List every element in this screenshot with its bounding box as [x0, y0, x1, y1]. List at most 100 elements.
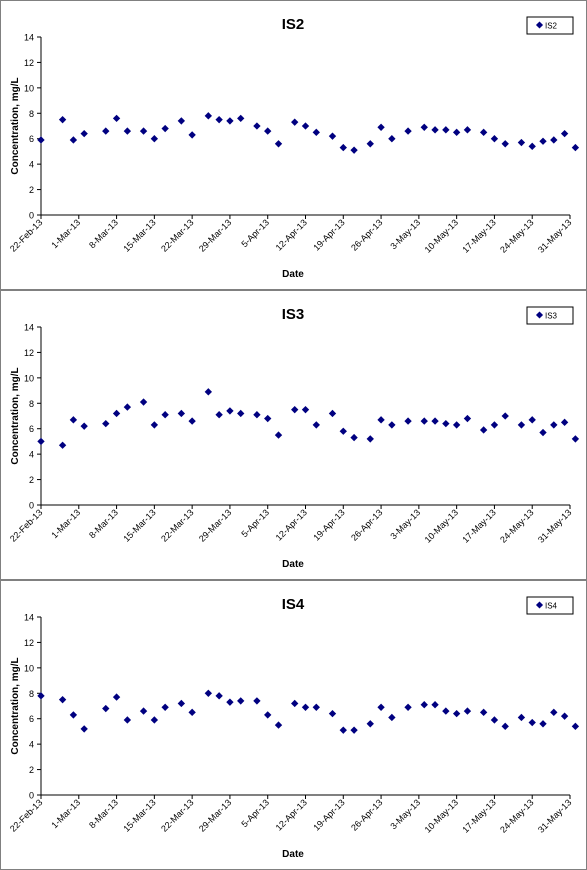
- data-point: [550, 136, 558, 144]
- chart-svg-is4: IS4 IS4 0 2 4 6 8 10 12 14 22-Feb-13 1-Mar-13 8-Mar-…: [8, 596, 580, 860]
- y-tick-label: 12: [24, 348, 34, 358]
- data-point: [139, 707, 148, 715]
- data-point: [161, 124, 169, 133]
- data-point: [177, 117, 186, 125]
- data-point: [312, 421, 320, 429]
- x-tick-label: 5-Apr-13: [239, 797, 271, 829]
- data-point: [463, 126, 472, 134]
- y-tick-label: 0: [29, 501, 34, 511]
- x-tick-label: 19-Apr-13: [311, 507, 346, 542]
- data-point: [58, 695, 67, 704]
- x-tick-label: 1-Mar-13: [49, 797, 82, 830]
- data-point: [452, 128, 461, 137]
- data-point: [420, 123, 428, 131]
- data-point: [479, 128, 488, 137]
- y-tick-label: 4: [29, 450, 34, 460]
- data-point: [112, 114, 121, 123]
- y-tick-label: 2: [29, 185, 34, 195]
- x-axis-label: Date: [282, 269, 304, 280]
- x-tick-label: 5-Apr-13: [239, 217, 271, 249]
- data-point: [58, 441, 67, 449]
- data-point: [377, 416, 385, 424]
- data-point: [442, 419, 450, 428]
- data-point: [442, 126, 450, 134]
- x-tick-label: 1-Mar-13: [49, 507, 82, 540]
- data-point: [571, 435, 580, 443]
- y-tick-label: 6: [29, 424, 34, 434]
- data-point: [161, 411, 169, 419]
- x-tick-label: 15-Mar-13: [121, 797, 157, 833]
- data-point: [560, 712, 569, 720]
- x-tick-label: 19-Apr-13: [311, 217, 346, 252]
- data-point: [479, 426, 488, 434]
- y-tick-label: 14: [24, 323, 34, 333]
- data-point: [431, 417, 439, 425]
- chart-panel-is4: IS4 IS4 0 2 4 6 8 10 12 14 22-Feb-13 1-Mar-13 8-Mar-…: [0, 580, 587, 870]
- data-point: [204, 689, 213, 697]
- data-point: [517, 421, 526, 429]
- x-tick-label: 31-May-13: [536, 217, 573, 254]
- x-tick-label: 5-Apr-13: [239, 507, 271, 539]
- data-point: [463, 414, 472, 423]
- x-tick-label: 24-May-13: [498, 507, 535, 544]
- data-point: [339, 726, 347, 734]
- data-point: [188, 417, 196, 425]
- data-point: [291, 118, 299, 126]
- data-point: [80, 725, 88, 733]
- chart-svg-is2: IS2 IS2 0 2 4 6 8 10 12 14 22-Feb-13 1-Mar-13 8-Mar-…: [8, 16, 580, 280]
- x-tick-label: 26-Apr-13: [349, 507, 384, 542]
- data-point: [350, 726, 358, 734]
- data-point: [388, 135, 396, 143]
- data-point: [490, 716, 499, 724]
- x-tick-label: 17-May-13: [460, 217, 497, 254]
- chart-panel-is2: IS2 IS2 0 2 4 6 8 10 12 14 22-Feb-13 1-Mar-13 8-Mar-…: [0, 0, 587, 290]
- data-point: [490, 421, 499, 429]
- data-point: [404, 703, 412, 711]
- legend-label: IS4: [545, 602, 558, 611]
- y-axis-label: Concentration, mg/L: [10, 657, 21, 754]
- data-point: [328, 132, 337, 140]
- legend-box: [526, 596, 574, 615]
- data-point: [328, 709, 337, 718]
- data-point: [571, 143, 580, 152]
- data-point: [102, 704, 110, 713]
- x-tick-label: 22-Mar-13: [159, 217, 195, 253]
- data-point: [377, 703, 385, 711]
- data-point: [339, 143, 347, 152]
- data-point: [80, 422, 88, 430]
- data-point: [253, 697, 261, 705]
- data-point: [37, 136, 45, 144]
- data-point: [102, 127, 110, 135]
- data-point: [339, 427, 347, 435]
- x-tick-label: 3-May-13: [388, 507, 422, 541]
- data-point: [188, 708, 196, 717]
- y-tick-label: 2: [29, 475, 34, 485]
- data-point: [177, 699, 186, 708]
- data-point: [139, 127, 148, 135]
- data-point: [501, 140, 509, 148]
- data-point: [237, 114, 245, 123]
- data-point: [442, 707, 450, 715]
- data-point: [37, 437, 45, 446]
- data-point: [463, 707, 472, 715]
- y-tick-label: 12: [24, 58, 34, 68]
- data-point: [253, 122, 261, 130]
- chart-panel-is3: IS3 IS3 0 2 4 6 8 10 12 14 22-Feb-13 1-Mar-13 8-Mar-…: [0, 290, 587, 580]
- data-point: [226, 698, 234, 706]
- y-tick-label: 10: [24, 663, 34, 673]
- legend-label: IS2: [545, 22, 558, 31]
- y-tick-label: 10: [24, 83, 34, 93]
- data-point: [264, 127, 272, 135]
- data-point: [366, 435, 374, 443]
- data-point: [452, 709, 461, 718]
- y-tick-label: 14: [24, 33, 34, 43]
- data-point: [177, 409, 186, 418]
- data-point: [161, 703, 169, 711]
- legend-marker: [535, 21, 544, 29]
- data-point: [274, 140, 283, 148]
- data-point: [150, 135, 159, 143]
- legend-box: [526, 16, 574, 35]
- x-tick-label: 24-May-13: [498, 217, 535, 254]
- data-point: [112, 409, 121, 418]
- data-point: [528, 718, 536, 727]
